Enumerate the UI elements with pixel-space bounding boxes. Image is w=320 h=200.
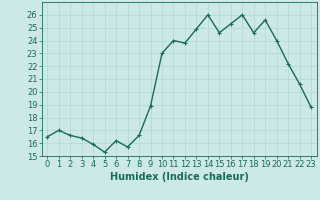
- X-axis label: Humidex (Indice chaleur): Humidex (Indice chaleur): [110, 172, 249, 182]
